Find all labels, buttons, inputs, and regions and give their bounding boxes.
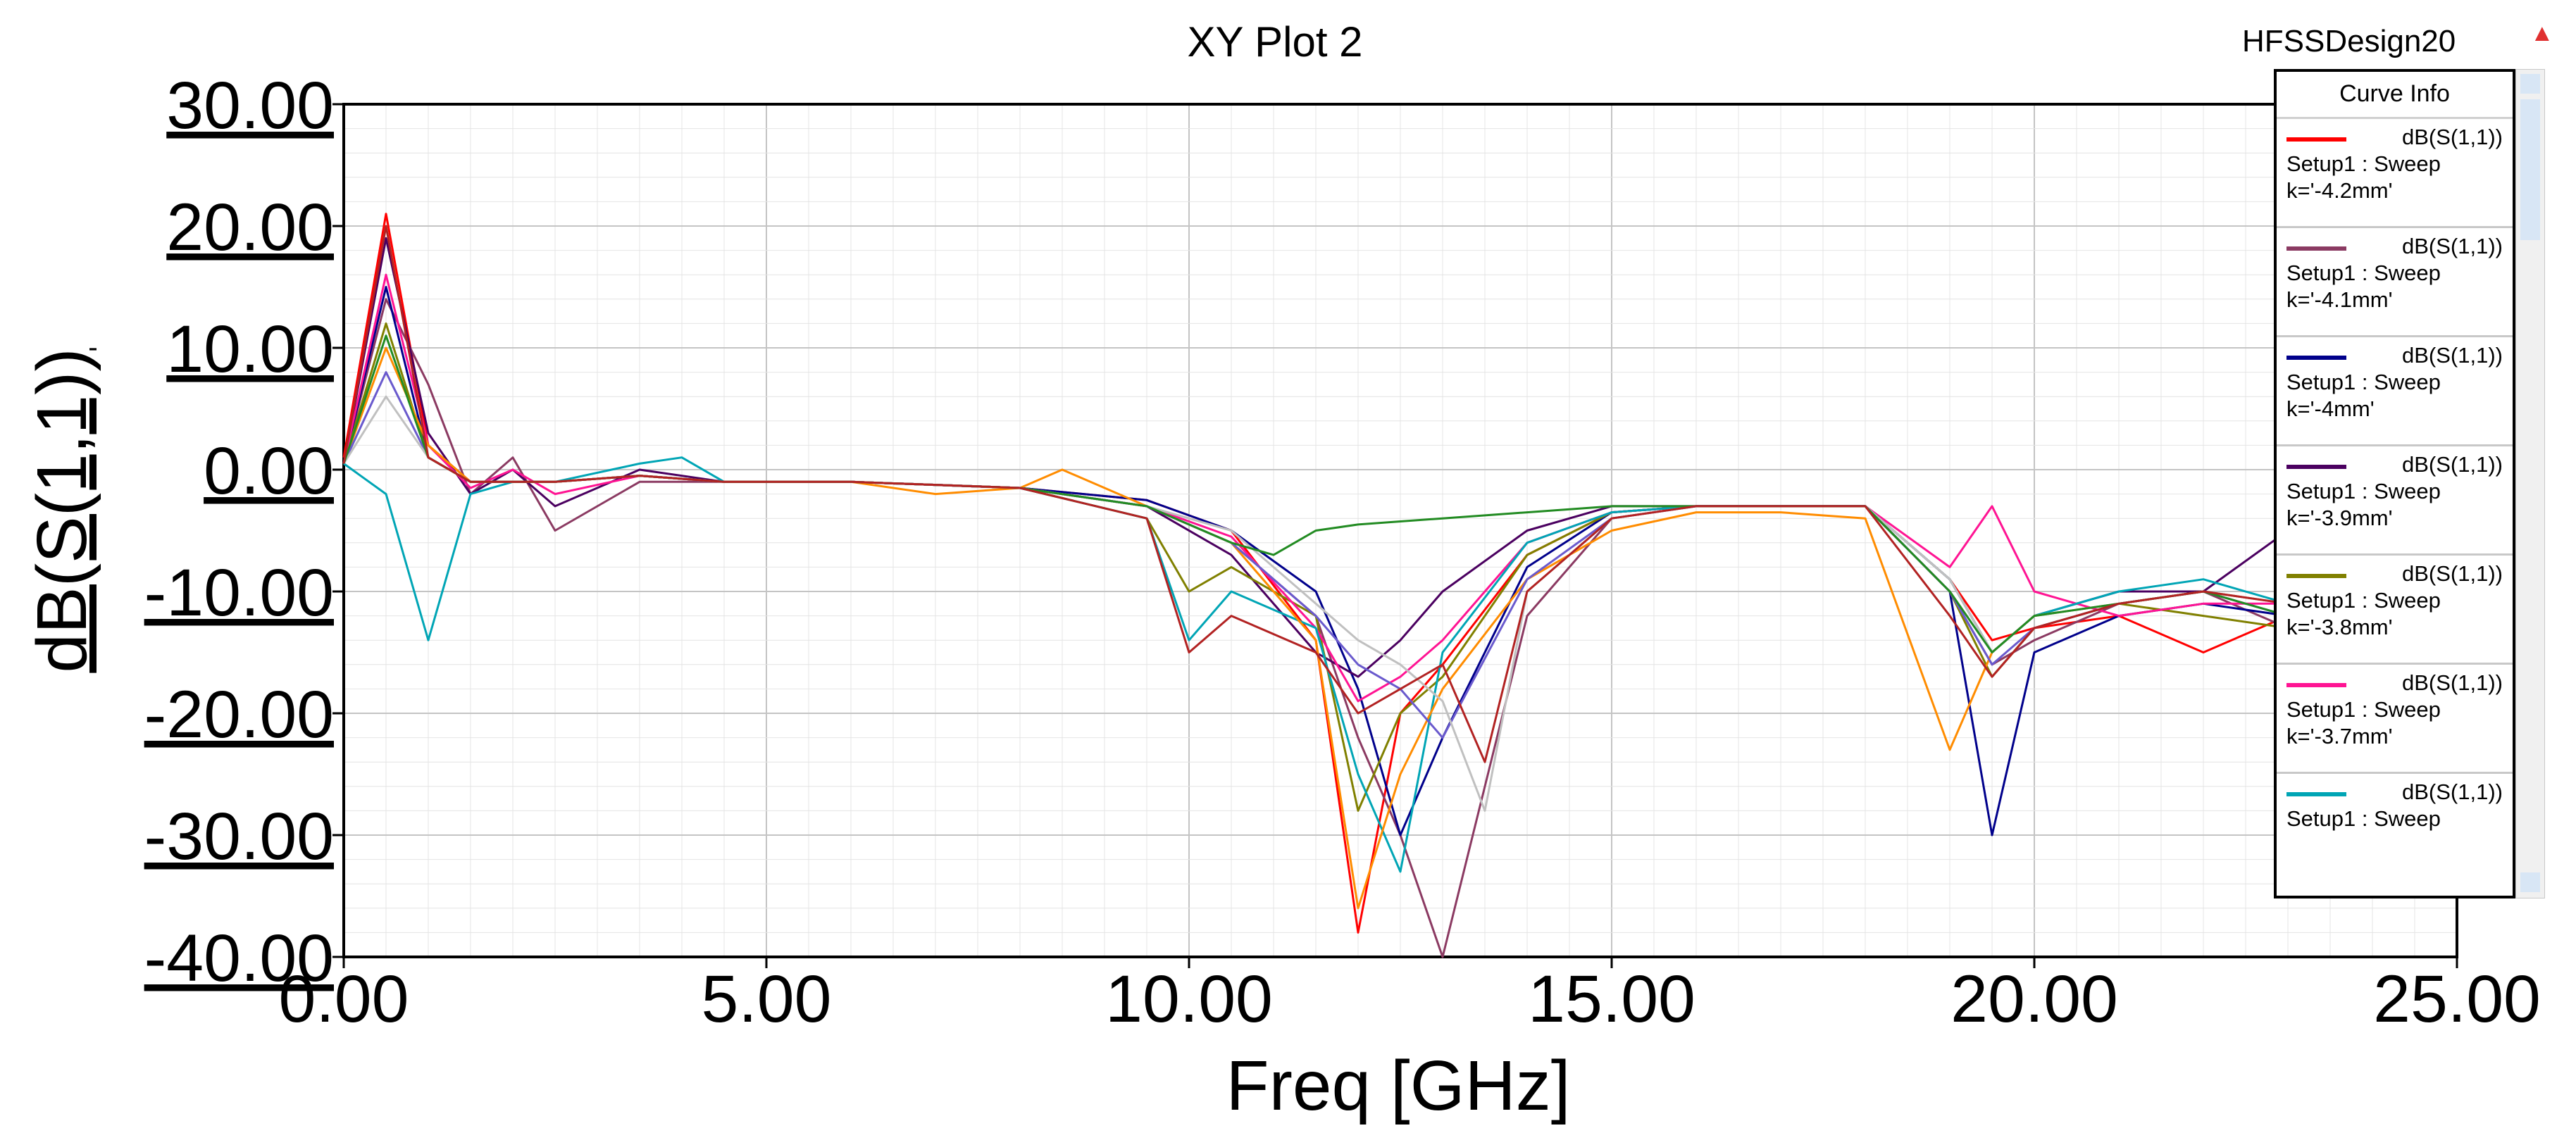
legend-param: k='-4.2mm' xyxy=(2286,178,2393,203)
legend-curve-name: dB(S(1,1)) xyxy=(2402,779,2503,804)
warning-icon[interactable]: ▲ xyxy=(2530,20,2554,46)
y-tick-label: 0.00 xyxy=(204,434,334,508)
legend-param: k='-4mm' xyxy=(2286,396,2375,421)
x-tick-label: 15.00 xyxy=(1528,962,1695,1036)
y-tick-label: -40.00 xyxy=(144,921,334,996)
legend-param: k='-3.9mm' xyxy=(2286,506,2393,530)
legend-setup: Setup1 : Sweep xyxy=(2286,588,2441,613)
legend-entry[interactable]: dB(S(1,1)) Setup1 : Sweep k='-4mm' xyxy=(2277,337,2513,446)
scroll-up-button[interactable] xyxy=(2520,74,2540,94)
chart-title: XY Plot 2 xyxy=(1187,18,1362,65)
x-tick-label: 0.00 xyxy=(279,962,409,1036)
x-axis-label: Freq [GHz] xyxy=(1226,1046,1571,1125)
y-tick-label: 20.00 xyxy=(166,190,334,265)
x-tick-labels: 0.00 5.00 10.00 15.00 20.00 25.00 xyxy=(279,957,2541,1036)
legend-title: Curve Info xyxy=(2277,72,2513,119)
legend-curve-name: dB(S(1,1)) xyxy=(2402,343,2503,368)
y-tick-label: -20.00 xyxy=(144,677,334,752)
legend-curve-name: dB(S(1,1)) xyxy=(2402,234,2503,258)
legend-scrollbar[interactable] xyxy=(2515,69,2545,898)
legend-param: k='-3.7mm' xyxy=(2286,724,2393,748)
x-tick-label: 5.00 xyxy=(702,962,832,1036)
legend-swatch xyxy=(2286,356,2346,360)
y-tick-label: -30.00 xyxy=(144,799,334,874)
curve-info-legend: Curve Info dB(S(1,1)) Setup1 : Sweep k='… xyxy=(2274,69,2515,898)
scroll-down-button[interactable] xyxy=(2520,872,2540,892)
y-axis-label: dB(S(1,1)) xyxy=(23,348,101,672)
legend-curve-name: dB(S(1,1)) xyxy=(2402,561,2503,586)
legend-entry[interactable]: dB(S(1,1)) Setup1 : Sweep k='-3.9mm' xyxy=(2277,446,2513,556)
y-tick-label: 30.00 xyxy=(166,68,334,143)
legend-entry[interactable]: dB(S(1,1)) Setup1 : Sweep xyxy=(2277,774,2513,883)
legend-param: k='-4.1mm' xyxy=(2286,287,2393,312)
plot-grid xyxy=(344,104,2457,957)
legend-swatch xyxy=(2286,574,2346,578)
legend-entry[interactable]: dB(S(1,1)) Setup1 : Sweep k='-4.1mm' xyxy=(2277,228,2513,337)
series-group xyxy=(342,213,2458,958)
legend-swatch xyxy=(2286,246,2346,251)
legend-setup: Setup1 : Sweep xyxy=(2286,806,2441,831)
x-tick-label: 20.00 xyxy=(1950,962,2118,1036)
legend-setup: Setup1 : Sweep xyxy=(2286,479,2441,503)
y-tick-labels: 30.00 20.00 10.00 0.00 -10.00 -20.00 -30.00 -40… xyxy=(144,68,344,996)
legend-setup: Setup1 : Sweep xyxy=(2286,151,2441,176)
legend-swatch xyxy=(2286,683,2346,687)
legend-curve-name: dB(S(1,1)) xyxy=(2402,452,2503,477)
legend-entry[interactable]: dB(S(1,1)) Setup1 : Sweep k='-3.8mm' xyxy=(2277,556,2513,665)
legend-swatch xyxy=(2286,137,2346,142)
scroll-thumb[interactable] xyxy=(2520,99,2540,240)
legend-curve-name: dB(S(1,1)) xyxy=(2402,125,2503,149)
y-tick-label: -10.00 xyxy=(144,556,334,630)
y-tick-label: 10.00 xyxy=(166,312,334,387)
legend-setup: Setup1 : Sweep xyxy=(2286,370,2441,394)
legend-curve-name: dB(S(1,1)) xyxy=(2402,670,2503,695)
legend-entry[interactable]: dB(S(1,1)) Setup1 : Sweep k='-3.7mm' xyxy=(2277,665,2513,774)
legend-entry[interactable]: dB(S(1,1)) Setup1 : Sweep k='-4.2mm' xyxy=(2277,119,2513,228)
legend-swatch xyxy=(2286,792,2346,796)
legend-swatch xyxy=(2286,465,2346,469)
legend-param: k='-3.8mm' xyxy=(2286,615,2393,639)
design-name: HFSSDesign20 xyxy=(2242,24,2456,58)
series-line xyxy=(342,225,2458,763)
legend-setup: Setup1 : Sweep xyxy=(2286,261,2441,285)
x-tick-label: 10.00 xyxy=(1105,962,1273,1036)
x-tick-label: 25.00 xyxy=(2373,962,2541,1036)
legend-setup: Setup1 : Sweep xyxy=(2286,697,2441,722)
